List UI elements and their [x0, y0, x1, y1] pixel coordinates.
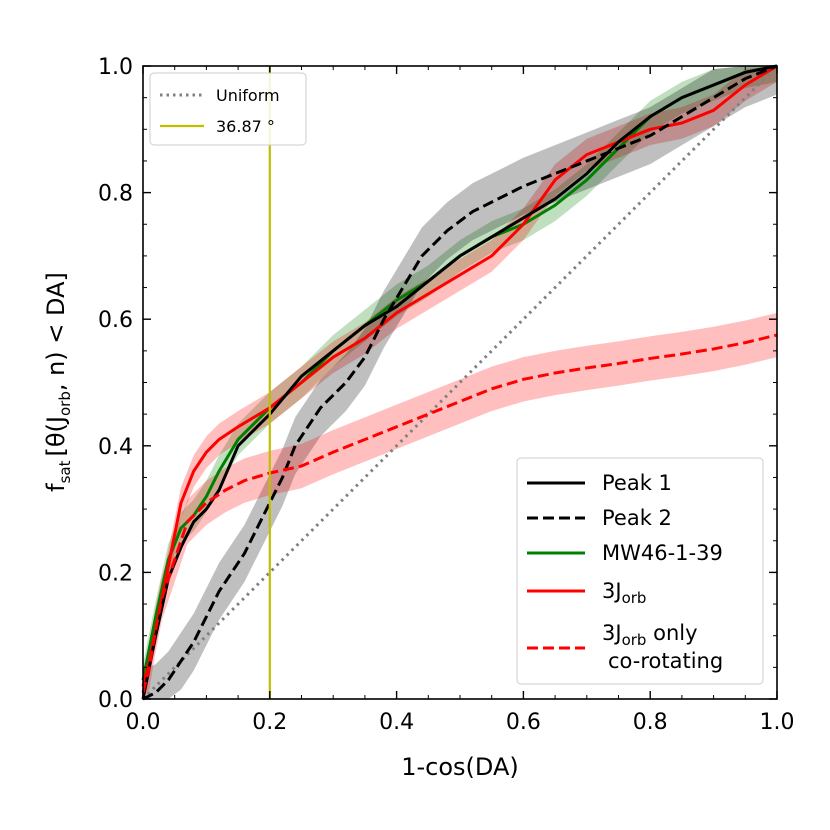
legend-uniform-label: Uniform [216, 86, 280, 105]
series-line-peak-1 [141, 64, 778, 700]
series-line-3jorb-only-co-rotating [141, 333, 778, 694]
x-tick-label: 0.4 [379, 710, 414, 735]
series-line-peak-2 [142, 64, 778, 701]
legend-vline-label: 36.87 ° [216, 117, 275, 136]
series-line-uniform [141, 64, 779, 701]
x-axis-label: 1-cos(DA) [401, 753, 519, 781]
y-tick-label: 0.2 [98, 561, 133, 586]
series-lines [141, 64, 779, 701]
axis-ticks: 0.0 0.2 0.4 0.6 0.8 1.0 0.0 0.2 0.4 0.6 0.8 1.0 [98, 55, 795, 735]
x-tick-label: 1.0 [760, 710, 795, 735]
legend-peak1-label: Peak 1 [602, 471, 672, 495]
legend-mw-label: MW46-1-39 [602, 541, 723, 565]
legend-3jorb-corot-label-line2: co-rotating [608, 649, 723, 673]
y-tick-label: 1.0 [98, 55, 133, 80]
band-3jorb-only-co-rotating [143, 312, 777, 699]
series-line-3jorb [141, 64, 778, 687]
confidence-bands [143, 66, 777, 699]
y-tick-label: 0.0 [98, 688, 133, 713]
legend-top: Uniform 36.87 ° [149, 72, 307, 146]
legend-peak2-label: Peak 2 [602, 506, 672, 530]
band-peak-2 [143, 66, 777, 699]
y-tick-label: 0.4 [98, 435, 133, 460]
y-tick-label: 0.6 [98, 308, 133, 333]
x-tick-label: 0.2 [252, 710, 287, 735]
x-tick-label: 0.8 [633, 710, 668, 735]
legend-3jorb-corot-label: 3Jorb only [602, 621, 698, 649]
legend-bottom: Peak 1 Peak 2 MW46-1-39 3Jorb 3Jorb only… [516, 457, 764, 685]
x-tick-label: 0.6 [506, 710, 541, 735]
y-tick-label: 0.8 [98, 182, 133, 207]
legend-3jorb-label: 3Jorb [602, 579, 646, 607]
x-tick-label: 0.0 [126, 710, 161, 735]
y-axis-label: fsat[θ(Jorb, n) < DA] [42, 272, 74, 492]
legend-bottom-frame [516, 457, 764, 685]
